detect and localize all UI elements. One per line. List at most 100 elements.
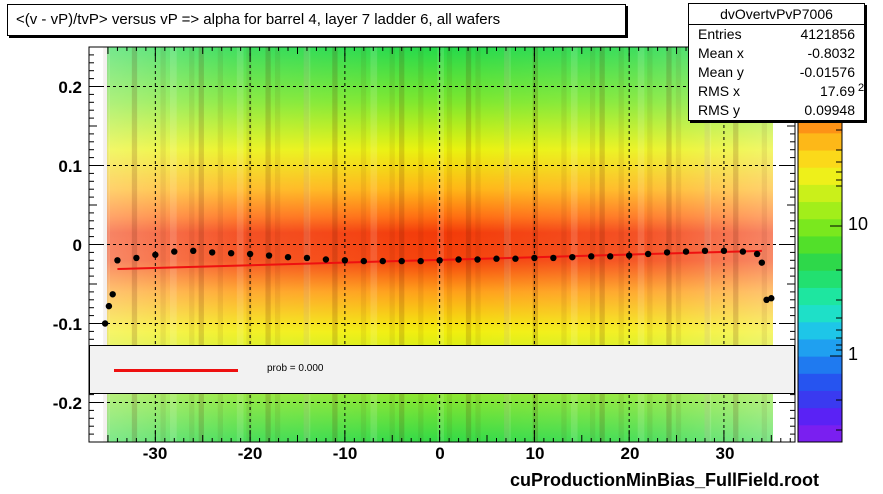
grid-lines <box>89 47 795 442</box>
axis-ticks <box>89 46 795 443</box>
profile-point <box>625 252 633 259</box>
profile-point <box>768 295 775 302</box>
palette-cell <box>798 150 842 168</box>
palette-cell <box>798 132 842 151</box>
palette-cell <box>798 424 842 443</box>
profile-point <box>105 302 113 310</box>
heatmap-stripe <box>246 47 252 442</box>
stats-value: -0.8032 <box>807 45 855 61</box>
x-tick-label--30: -30 <box>142 444 168 463</box>
x-tick-label-10: 10 <box>525 444 545 463</box>
z-exponent-label: 2 <box>858 82 865 94</box>
x-tick-label--10: -10 <box>332 444 358 463</box>
profile-point <box>133 254 140 262</box>
heatmap-stripe <box>103 47 109 442</box>
palette-cell <box>798 253 842 271</box>
palette-cell <box>798 287 842 306</box>
profile-point <box>284 253 292 261</box>
heatmap-stripe <box>504 47 511 442</box>
y-tick-label--0.2: -0.2 <box>52 394 82 413</box>
profile-point <box>474 256 481 263</box>
profile-point <box>246 250 254 258</box>
profile-point <box>739 248 747 255</box>
palette-cell <box>798 321 842 340</box>
profile-point <box>379 257 386 265</box>
profile-point <box>171 248 178 255</box>
stats-label: RMS x <box>698 83 740 99</box>
stats-label: Mean x <box>698 45 744 61</box>
profile-point <box>663 249 671 256</box>
heatmap-stripe <box>570 47 578 442</box>
heatmap-stripe <box>360 47 367 442</box>
stats-value: 17.69 <box>819 83 855 99</box>
heatmap-stripe <box>389 47 395 442</box>
palette-cell <box>798 304 842 323</box>
profile-point <box>322 256 330 263</box>
profile-point <box>493 255 500 262</box>
profile-point <box>644 250 652 258</box>
palette-cell <box>798 390 842 409</box>
x-tick-label-20: 20 <box>620 444 640 463</box>
palette-cell <box>798 356 842 374</box>
stats-row-rms-y: RMS y 0.09948 <box>689 101 864 120</box>
x-tick-label-0: 0 <box>435 444 445 463</box>
heatmap-stripe <box>589 47 596 442</box>
heatmap-stripe <box>475 47 481 442</box>
profile-point <box>101 320 109 327</box>
z-tick-label-10: 10 <box>848 214 869 234</box>
heatmap-stripe <box>618 47 624 442</box>
stats-value: -0.01576 <box>799 64 855 80</box>
palette-cell <box>798 270 842 288</box>
stats-label: Entries <box>698 26 742 42</box>
heatmap-stripe <box>599 47 605 442</box>
profile-point <box>109 291 116 298</box>
chart-title: <(v - vP)/tvP> versus vP => alpha for ba… <box>7 4 626 36</box>
y-tick-label-0.2: 0.2 <box>58 78 82 97</box>
heatmap-stripe <box>733 47 739 442</box>
profile-point <box>208 249 216 256</box>
heatmap-stripe <box>504 47 510 442</box>
profile-point <box>398 257 405 265</box>
stats-label: RMS y <box>698 102 740 118</box>
stats-row-mean-x: Mean x -0.8032 <box>689 44 864 63</box>
x-tick-label--20: -20 <box>237 444 263 463</box>
heatmap-stripe <box>761 47 768 442</box>
stats-label: Mean y <box>698 64 744 80</box>
legend-prob-text: prob = 0.000 <box>267 363 324 374</box>
profile-point <box>360 257 368 265</box>
palette-cell <box>798 184 842 203</box>
profile-point <box>303 254 311 262</box>
palette-cell <box>798 218 842 237</box>
x-tick-label-30: 30 <box>715 444 735 463</box>
profile-point <box>550 254 557 262</box>
heatmap-stripe <box>666 47 672 442</box>
stats-box: dvOvertvPvP7006 Entries 4121856 Mean x -… <box>688 3 865 121</box>
y-tick-label--0.1: -0.1 <box>52 315 82 334</box>
profile-point <box>152 251 159 258</box>
stats-row-mean-y: Mean y -0.01576 <box>689 63 864 82</box>
heatmap-stripe <box>131 47 138 442</box>
footer-filename: cuProductionMinBias_FullField.root <box>509 470 819 490</box>
profile-point <box>436 257 443 264</box>
fit-legend: prob = 0.000 <box>89 345 795 394</box>
profile-point <box>417 257 424 265</box>
profile-point <box>607 253 614 260</box>
profile-point <box>753 250 761 258</box>
heatmap-stripe <box>217 47 223 442</box>
stats-value: 0.09948 <box>804 102 855 118</box>
stats-row-rms-x: RMS x 17.69 <box>689 82 864 101</box>
profile-point <box>682 248 690 255</box>
stats-name: dvOvertvPvP7006 <box>689 4 864 25</box>
profile-point <box>114 257 121 264</box>
profile-point <box>455 256 462 263</box>
profile-point <box>512 255 519 262</box>
y-tick-label-0: 0 <box>72 236 82 255</box>
profile-point <box>720 247 728 255</box>
legend-line-swatch <box>114 369 238 372</box>
profile-points <box>101 247 775 327</box>
profile-point <box>758 259 766 266</box>
stats-row-entries: Entries 4121856 <box>689 25 864 44</box>
profile-point <box>531 254 538 262</box>
profile-point <box>265 252 273 259</box>
